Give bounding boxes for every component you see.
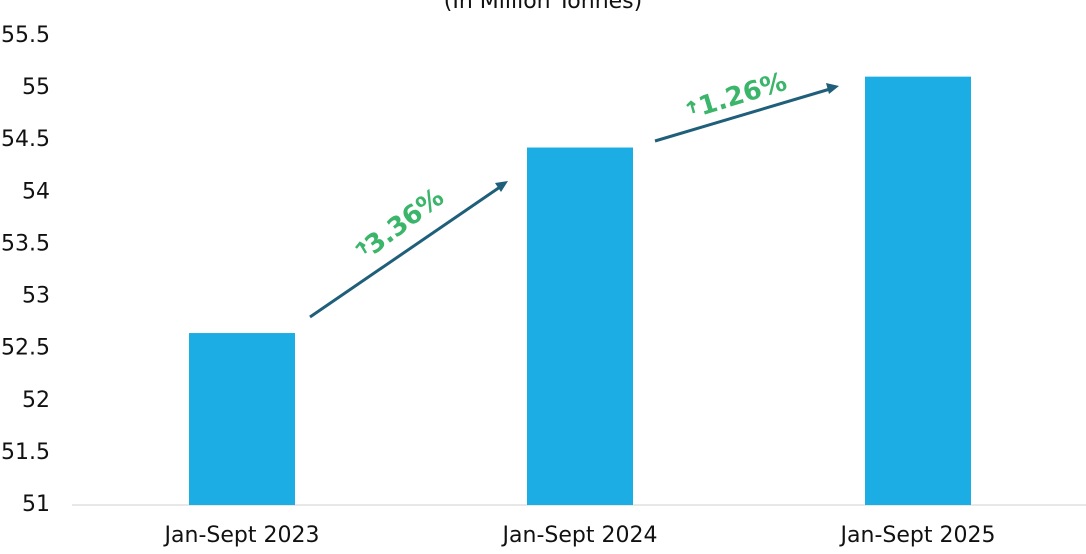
y-tick-label: 55.5: [1, 23, 50, 48]
y-tick-label: 53: [22, 284, 50, 309]
up-icon: [355, 241, 368, 254]
up-icons: [355, 100, 696, 254]
growth-arrows: [309, 83, 839, 319]
bar: [527, 147, 633, 506]
y-tick-label: 55: [22, 75, 50, 100]
arrow-head: [495, 181, 508, 192]
y-tick-label: 53.5: [1, 231, 50, 256]
arrow: [309, 185, 501, 319]
x-tick-label: Jan-Sept 2023: [163, 523, 320, 548]
arrow-head: [826, 83, 839, 94]
annotation: 3.36%: [360, 182, 450, 260]
y-tick-label: 54.5: [1, 127, 50, 152]
bar: [189, 333, 295, 505]
y-tick-label: 51.5: [1, 440, 50, 465]
x-tick-label: Jan-Sept 2025: [839, 523, 996, 548]
chart-subtitle: (In Million Tonnes): [444, 0, 642, 14]
y-tick-label: 52.5: [1, 336, 50, 361]
bar: [865, 76, 971, 505]
x-tick-label: Jan-Sept 2024: [501, 523, 658, 548]
y-tick-label: 54: [22, 179, 50, 204]
arrow: [654, 87, 831, 143]
up-icon: [686, 100, 696, 114]
y-tick-label: 51: [22, 492, 50, 517]
y-tick-label: 52: [22, 388, 50, 413]
